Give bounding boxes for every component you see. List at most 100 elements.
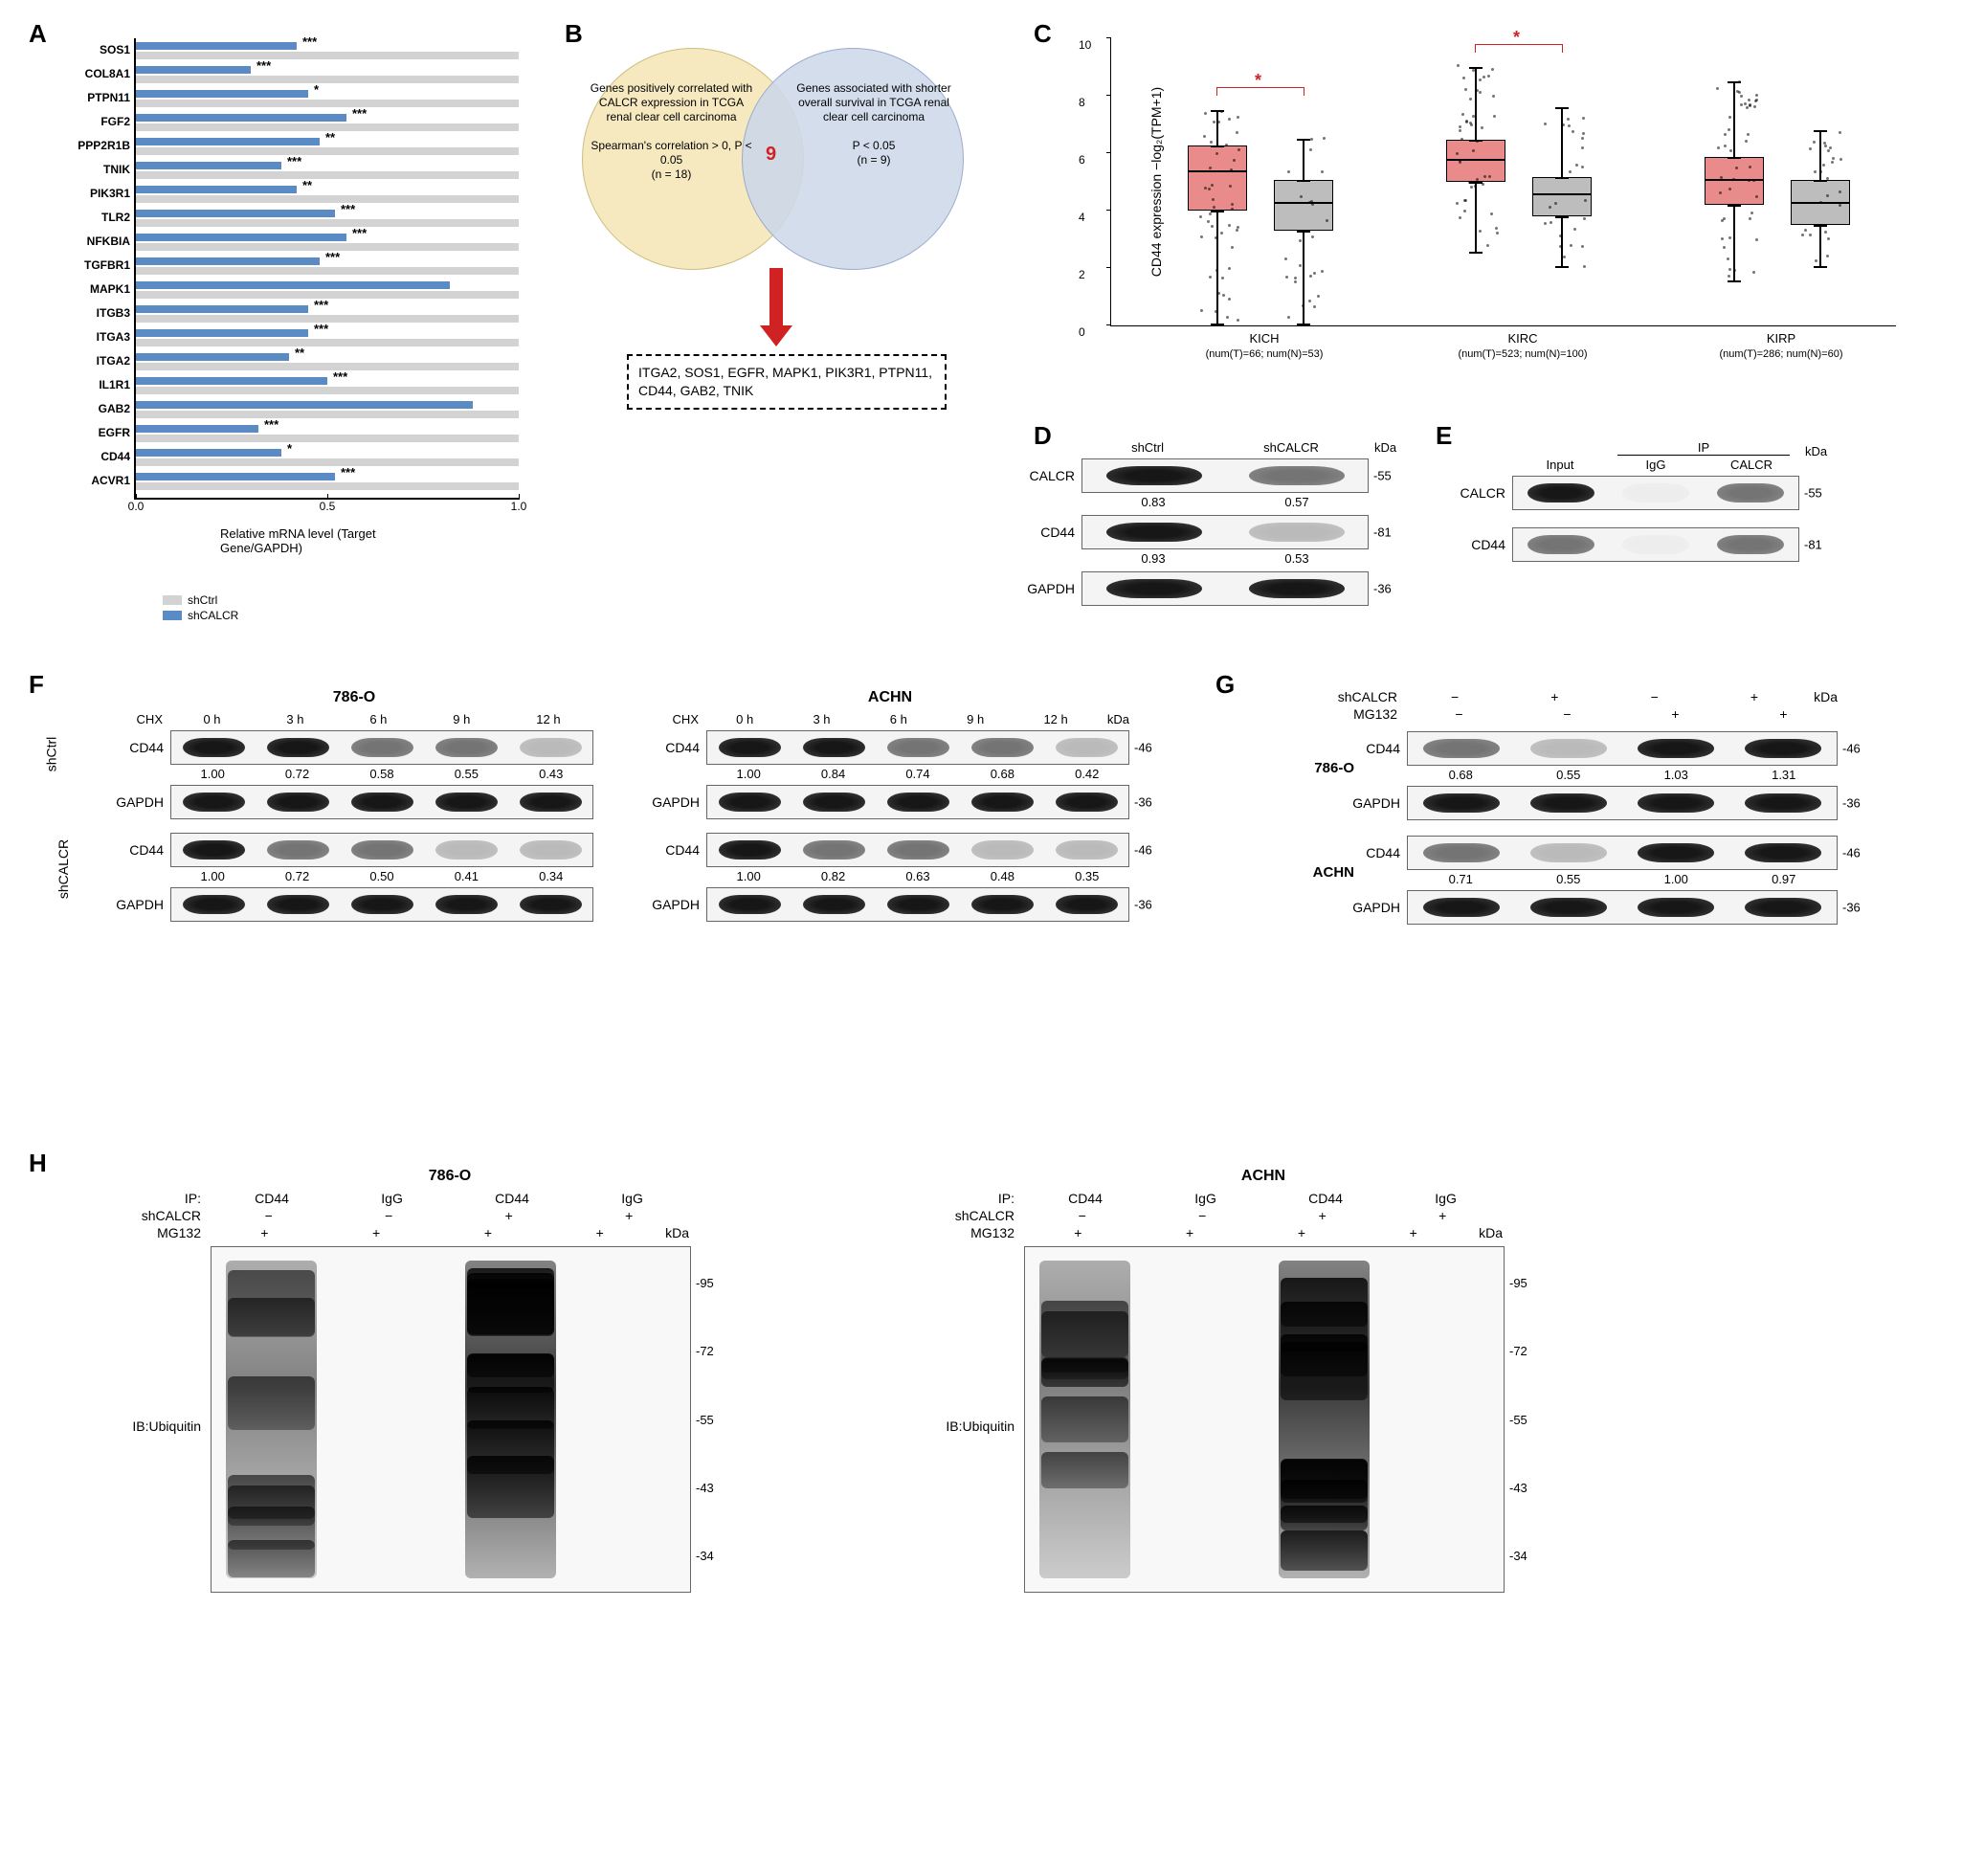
chx-label: CHX (115, 712, 163, 726)
quant-value: 0.43 (539, 767, 563, 781)
significance-marker: ** (325, 130, 335, 145)
time-label: 9 h (453, 712, 470, 726)
bar-row-ppp2r1b: PPP2R1B** (136, 134, 519, 158)
quant-value: 0.84 (821, 767, 845, 781)
blot-target: GAPDH (652, 794, 700, 810)
condition-value: + (625, 1208, 633, 1223)
blot-target: CD44 (1366, 741, 1400, 756)
condition-value: − (1198, 1208, 1206, 1223)
significance-marker: *** (333, 369, 347, 384)
panel-label-a: A (29, 19, 47, 49)
significance-marker: *** (341, 465, 355, 480)
condition-value: + (1750, 689, 1758, 704)
kda-marker: -34 (1509, 1549, 1527, 1563)
bar-row-tnik: TNIK*** (136, 158, 519, 182)
quant-value: 0.72 (285, 767, 309, 781)
quant-value: 0.63 (905, 869, 929, 883)
quant-value: 0.68 (991, 767, 1014, 781)
panel-a-bar-chart: SOS1***COL8A1***PTPN11*FGF2***PPP2R1B**T… (57, 29, 536, 555)
significance-marker: *** (302, 34, 317, 49)
condition-value: + (372, 1225, 380, 1240)
chx-label: CHX (651, 712, 699, 726)
time-label: 6 h (369, 712, 387, 726)
quant-value: 0.68 (1449, 768, 1473, 782)
quant-value: 0.53 (1284, 551, 1308, 566)
kda-header: kDa (1805, 444, 1827, 458)
condition-value: − (385, 1208, 392, 1223)
panel-label-e: E (1436, 421, 1452, 451)
condition-key: shCALCR (1311, 689, 1397, 704)
cell-line-label: 786-O (1314, 760, 1354, 776)
gene-label: COL8A1 (85, 67, 130, 80)
lane-label: IgG (1608, 458, 1704, 472)
box-group-sub: (num(T)=523; num(N)=100) (1408, 348, 1638, 360)
blot-target: CD44 (665, 842, 700, 858)
venn-arrow-icon (769, 268, 783, 325)
panel-label-f: F (29, 670, 44, 700)
kda-marker: -81 (1804, 538, 1822, 552)
significance-marker: *** (325, 250, 340, 264)
legend-shcalcr: shCALCR (188, 609, 238, 622)
condition-value: − (265, 1208, 273, 1223)
blot-target: CD44 (129, 842, 164, 858)
condition-value: − (1451, 689, 1459, 704)
blot-target: GAPDH (116, 794, 164, 810)
box-group-kirc: *KIRC(num(T)=523; num(N)=100) (1408, 38, 1638, 325)
condition-value: + (1438, 1208, 1446, 1223)
legend-shctrl: shCtrl (188, 593, 217, 607)
significance-marker: *** (314, 322, 328, 336)
significance-marker: ** (295, 346, 304, 360)
gene-label: PPP2R1B (78, 139, 130, 152)
condition-value: + (1319, 1208, 1327, 1223)
gene-label: NFKBIA (87, 234, 130, 248)
quant-value: 0.71 (1449, 872, 1473, 886)
kda-marker: -43 (1509, 1481, 1527, 1495)
gene-label: FGF2 (100, 115, 130, 128)
panel-d-blot: shCtrlshCALCRkDaCALCR-550.830.57CD44-810… (1081, 440, 1369, 612)
ip-lane: CD44 (255, 1191, 289, 1206)
bar-row-pik3r1: PIK3R1** (136, 182, 519, 206)
time-label: 12 h (536, 712, 560, 726)
quant-value: 0.41 (455, 869, 479, 883)
cell-line-title: 786-O (211, 1168, 689, 1185)
box-group-label: KICH (1149, 331, 1379, 346)
condition-key: shCALCR (115, 1208, 201, 1223)
panel-c-boxplot: CD44 expression −log₂(TPM+1) 0246810*KIC… (1053, 29, 1914, 412)
gene-label: TLR2 (101, 211, 130, 224)
gene-label: TGFBR1 (84, 258, 130, 272)
panel-label-c: C (1034, 19, 1052, 49)
quant-value: 0.48 (991, 869, 1014, 883)
box-group-label: KIRC (1408, 331, 1638, 346)
gene-label: SOS1 (100, 43, 130, 56)
significance-marker: *** (352, 226, 367, 240)
ip-lane: IgG (621, 1191, 643, 1206)
kda-marker: -95 (1509, 1276, 1527, 1290)
kda-marker: -43 (696, 1481, 714, 1495)
quant-value: 0.57 (1284, 495, 1308, 509)
bar-row-sos1: SOS1*** (136, 38, 519, 62)
kda-header: kDa (1814, 689, 1838, 704)
gene-label: PIK3R1 (90, 187, 130, 200)
ip-lane: IgG (1194, 1191, 1216, 1206)
significance-marker: *** (352, 106, 367, 121)
significance-marker: *** (256, 58, 271, 73)
significance-marker: *** (341, 202, 355, 216)
venn-overlap-count: 9 (766, 144, 776, 166)
time-label: 0 h (203, 712, 220, 726)
bar-row-ptpn11: PTPN11* (136, 86, 519, 110)
quant-value: 0.72 (285, 869, 309, 883)
gene-label: CD44 (100, 450, 130, 463)
kda-marker: -55 (696, 1413, 714, 1427)
ib-label: IB:Ubiquitin (132, 1418, 201, 1434)
condition-value: − (1079, 1208, 1086, 1223)
blot-target: GAPDH (1352, 900, 1400, 915)
ib-label: IB:Ubiquitin (946, 1418, 1014, 1434)
blot-target: CD44 (1471, 537, 1505, 552)
bar-row-itga3: ITGA3*** (136, 325, 519, 349)
blot-target: GAPDH (1027, 581, 1075, 596)
box-group-sub: (num(T)=286; num(N)=60) (1666, 348, 1896, 360)
quant-value: 1.31 (1772, 768, 1795, 782)
venn-left-text: Genes positively correlated with CALCR e… (588, 81, 755, 182)
panel-g-blot: shCALCR−+−+kDaMG132−−++786-OCD44-460.680… (1311, 689, 1838, 940)
box-group-kirp: KIRP(num(T)=286; num(N)=60) (1666, 38, 1896, 325)
